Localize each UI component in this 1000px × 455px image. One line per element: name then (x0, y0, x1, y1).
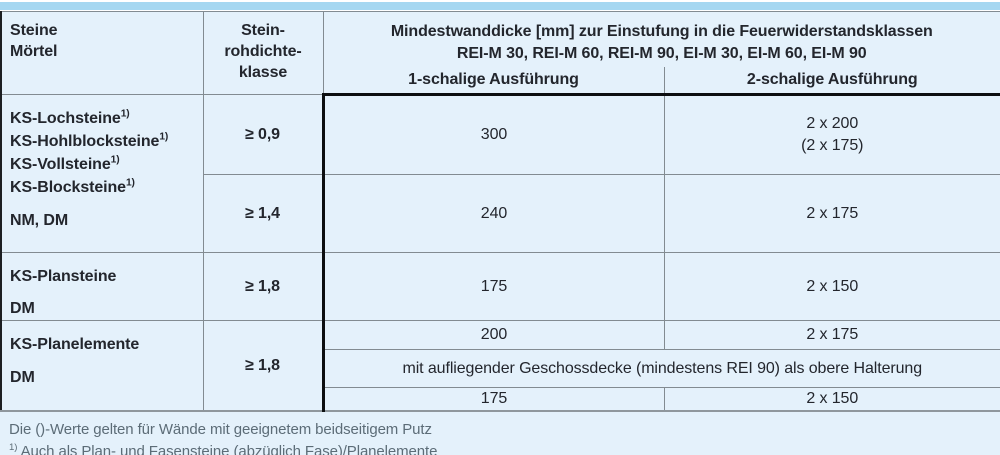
cell-stones-plansteine: KS-Plansteine DM (0, 252, 204, 321)
cell-density-09: ≥ 0,9 (202, 94, 324, 175)
cell-single-175a: 175 (321, 252, 665, 321)
stone-line: KS-Hohlblocksteine1) (10, 131, 169, 150)
header-steine: Steine (10, 22, 58, 39)
cell-density-18b: ≥ 1,8 (202, 320, 324, 412)
cell-double-2x150a: 2 x 150 (663, 252, 1000, 321)
stone-line: KS-Blocksteine1) (10, 177, 135, 196)
col-header-mindestwanddicke: Mindestwanddicke [mm] zur Einstufung in … (322, 11, 1000, 67)
cell-stones-group1: KS-Lochsteine1) KS-Hohlblocksteine1) KS-… (0, 94, 204, 253)
cell-density-18a: ≥ 1,8 (202, 252, 324, 321)
cell-single-240: 240 (321, 174, 665, 253)
stone-line: KS-Vollsteine1) (10, 154, 120, 173)
cell-density-14: ≥ 1,4 (202, 174, 324, 253)
cell-geschossdecke-note: mit aufliegender Geschossdecke (mindeste… (321, 349, 1000, 388)
col-header-steine-moertel: Steine Mörtel (0, 11, 204, 95)
header-title-line2: REI-M 30, REI-M 60, REI-M 90, EI-M 30, E… (456, 45, 867, 62)
header-moertel: Mörtel (10, 43, 58, 60)
cell-double-2x175: 2 x 175 (663, 174, 1000, 253)
cell-double-2x200: 2 x 200 (2 x 175) (663, 93, 1000, 175)
cell-single-175b: 175 (321, 387, 665, 412)
cell-double-2x175b: 2 x 175 (663, 320, 1000, 350)
cell-double-2x150b: 2 x 150 (663, 387, 1000, 412)
fire-resistance-table: Steine Mörtel Stein- rohdichte- klasse M… (0, 11, 1000, 412)
cell-stones-planelemente: KS-Planelemente DM (0, 320, 204, 412)
footnote-1: 1) Auch als Plan- und Fasensteine (abzüg… (9, 442, 438, 455)
cell-single-200: 200 (321, 320, 665, 350)
top-accent-bar (0, 2, 1000, 10)
col-header-rohdichteklasse: Stein- rohdichte- klasse (202, 11, 324, 95)
stone-line: KS-Lochsteine1) (10, 108, 130, 127)
col-header-2-schalige: 2-schalige Ausführung (663, 66, 1000, 95)
footnote-putz: Die ()-Werte gelten für Wände mit geeign… (9, 421, 432, 438)
header-title-line1: Mindestwanddicke [mm] zur Einstufung in … (390, 23, 933, 40)
footnotes: Die ()-Werte gelten für Wände mit geeign… (0, 412, 1000, 455)
col-header-1-schalige: 1-schalige Ausführung (322, 66, 665, 95)
mortar-line: NM, DM (10, 212, 69, 229)
cell-single-300: 300 (321, 93, 665, 175)
